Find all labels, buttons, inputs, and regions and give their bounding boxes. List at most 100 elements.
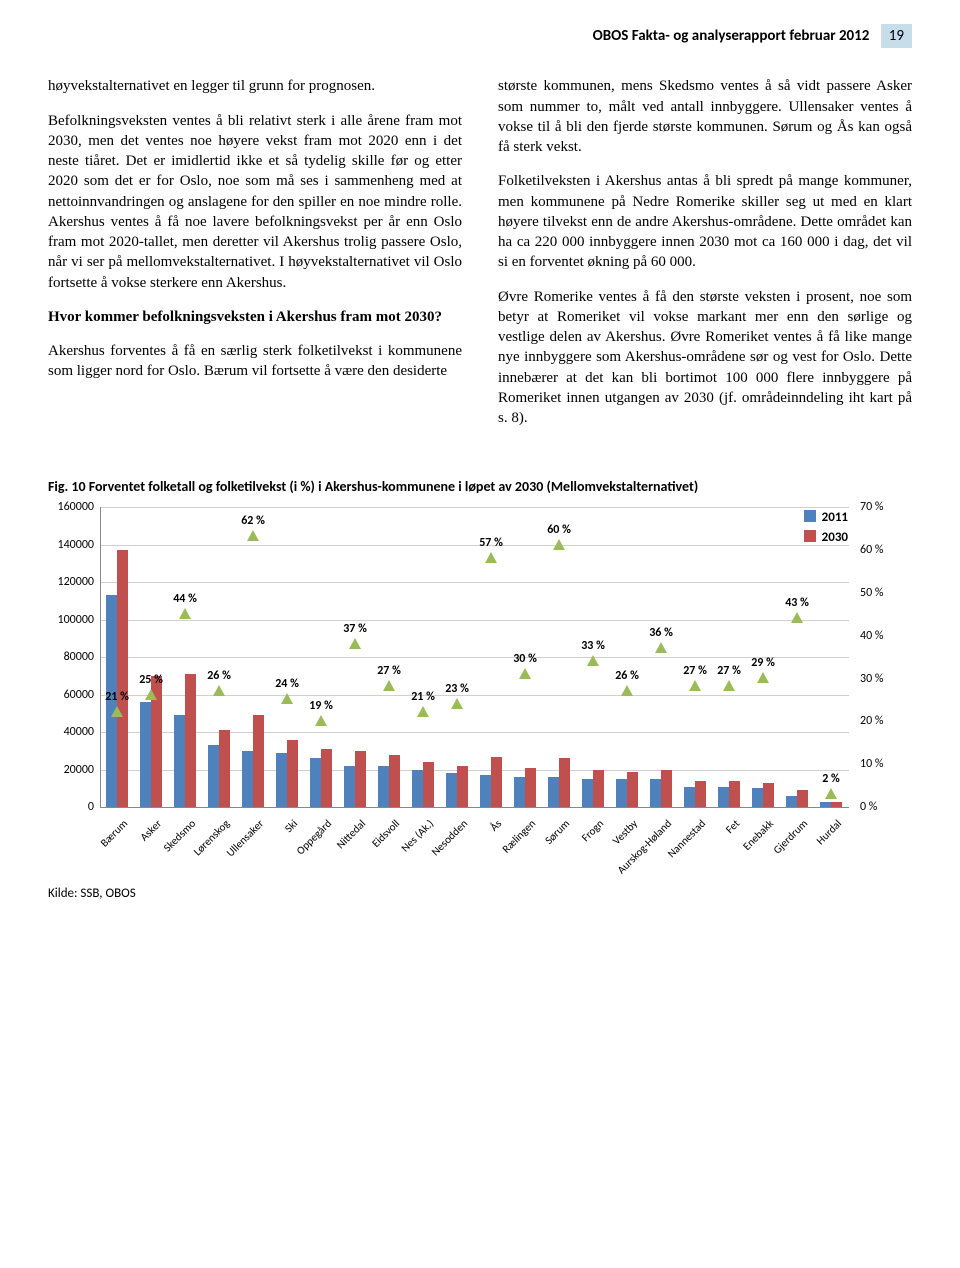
x-tick-label: Eidsvoll (369, 817, 403, 851)
y1-tick-label: 20000 (48, 762, 94, 778)
bar-2011 (548, 777, 559, 807)
bar-2011 (208, 745, 219, 807)
pct-label: 36 % (649, 625, 673, 641)
bar-2030 (253, 715, 264, 807)
y1-tick-label: 140000 (48, 537, 94, 553)
bar-2030 (525, 768, 536, 807)
para: høyvekstalternativet en legger til grunn… (48, 76, 462, 96)
bar-2011 (276, 753, 287, 807)
bar-2030 (729, 781, 740, 807)
y1-tick-label: 120000 (48, 574, 94, 590)
pct-label: 27 % (683, 663, 707, 679)
bar-2030 (389, 755, 400, 808)
bar-2011 (582, 779, 593, 807)
pct-label: 21 % (411, 689, 435, 705)
bar-2030 (695, 781, 706, 807)
pct-label: 23 % (445, 680, 469, 696)
y2-tick-label: 70 % (860, 499, 900, 515)
pct-label: 60 % (547, 522, 571, 538)
figure-caption: Fig. 10 Forventet folketall og folketilv… (48, 478, 912, 497)
pct-label: 26 % (207, 668, 231, 684)
y2-tick-label: 60 % (860, 542, 900, 558)
left-column: høyvekstalternativet en legger til grunn… (48, 76, 462, 442)
legend-swatch-2030 (804, 530, 816, 542)
figure-source: Kilde: SSB, OBOS (48, 885, 912, 903)
y2-tick-label: 40 % (860, 628, 900, 644)
pct-label: 19 % (309, 698, 333, 714)
para: Øvre Romerike ventes å få den største ve… (498, 287, 912, 429)
bar-2011 (174, 715, 185, 807)
page-number: 19 (881, 24, 912, 48)
x-tick-label: Nittedal (334, 817, 370, 853)
legend-label-2011: 2011 (822, 510, 848, 525)
pct-label: 33 % (581, 638, 605, 654)
pct-label: 24 % (275, 676, 299, 692)
bar-2011 (650, 779, 661, 807)
bar-2030 (321, 749, 332, 807)
bar-2011 (446, 773, 457, 807)
bar-2011 (480, 775, 491, 807)
para: største kommunen, mens Skedsmo ventes å … (498, 76, 912, 157)
bar-2011 (684, 787, 695, 808)
x-tick-label: Rælingen (500, 817, 540, 857)
bar-2011 (412, 770, 423, 808)
x-tick-label: Nesodden (429, 817, 472, 860)
y1-tick-label: 160000 (48, 499, 94, 515)
bar-2011 (140, 702, 151, 807)
header-title: OBOS Fakta- og analyserapport februar 20… (593, 27, 870, 45)
y2-tick-label: 30 % (860, 670, 900, 686)
legend-2011: 2011 (804, 509, 848, 527)
population-chart: 21 %25 %44 %26 %62 %24 %19 %37 %27 %21 %… (48, 501, 912, 881)
bar-2011 (616, 779, 627, 807)
bar-2011 (344, 766, 355, 807)
bar-2011 (242, 751, 253, 807)
x-tick-label: Gjerdrum (771, 817, 812, 858)
body-columns: høyvekstalternativet en legger til grunn… (48, 76, 912, 442)
bar-2030 (457, 766, 468, 807)
bar-2030 (287, 740, 298, 808)
y1-tick-label: 0 (48, 799, 94, 815)
pct-label: 30 % (513, 650, 537, 666)
y1-tick-label: 40000 (48, 724, 94, 740)
x-tick-label: Asker (138, 817, 166, 845)
bar-2011 (820, 802, 831, 808)
pct-label: 29 % (751, 655, 775, 671)
pct-label: 27 % (377, 663, 401, 679)
bar-2030 (491, 757, 502, 808)
right-column: største kommunen, mens Skedsmo ventes å … (498, 76, 912, 442)
bar-2030 (559, 758, 570, 807)
pct-label: 43 % (785, 595, 809, 611)
x-tick-label: Oppegård (294, 817, 336, 859)
bar-2011 (752, 788, 763, 807)
bar-2030 (627, 772, 638, 808)
y1-tick-label: 60000 (48, 687, 94, 703)
sub-heading: Hvor kommer befolkningsveksten i Akershu… (48, 307, 462, 327)
bar-2030 (661, 770, 672, 808)
y1-tick-label: 80000 (48, 649, 94, 665)
x-tick-label: Sørum (542, 817, 573, 848)
x-tick-label: Frogn (579, 817, 608, 846)
pct-label: 37 % (343, 620, 367, 636)
bar-2011 (514, 777, 525, 807)
bar-2030 (763, 783, 774, 807)
page-header: OBOS Fakta- og analyserapport februar 20… (48, 24, 912, 48)
bar-2011 (310, 758, 321, 807)
x-tick-label: Ås (487, 817, 505, 835)
pct-label: 2 % (822, 770, 840, 786)
para: Folketilveksten i Akershus antas å bli s… (498, 171, 912, 272)
bar-2030 (593, 770, 604, 808)
legend-2030: 2030 (804, 529, 848, 547)
x-tick-label: Fet (723, 817, 743, 837)
x-tick-label: Hurdal (814, 817, 846, 849)
bar-2030 (423, 762, 434, 807)
bar-2030 (355, 751, 366, 807)
x-tick-label: Ski (282, 817, 301, 836)
legend-swatch-2011 (804, 510, 816, 522)
y2-tick-label: 0 % (860, 799, 900, 815)
bar-2030 (831, 802, 842, 808)
bar-2011 (718, 787, 729, 808)
legend-label-2030: 2030 (822, 530, 848, 545)
pct-label: 44 % (173, 590, 197, 606)
para: Akershus forventes å få en særlig sterk … (48, 341, 462, 382)
pct-label: 21 % (105, 689, 129, 705)
